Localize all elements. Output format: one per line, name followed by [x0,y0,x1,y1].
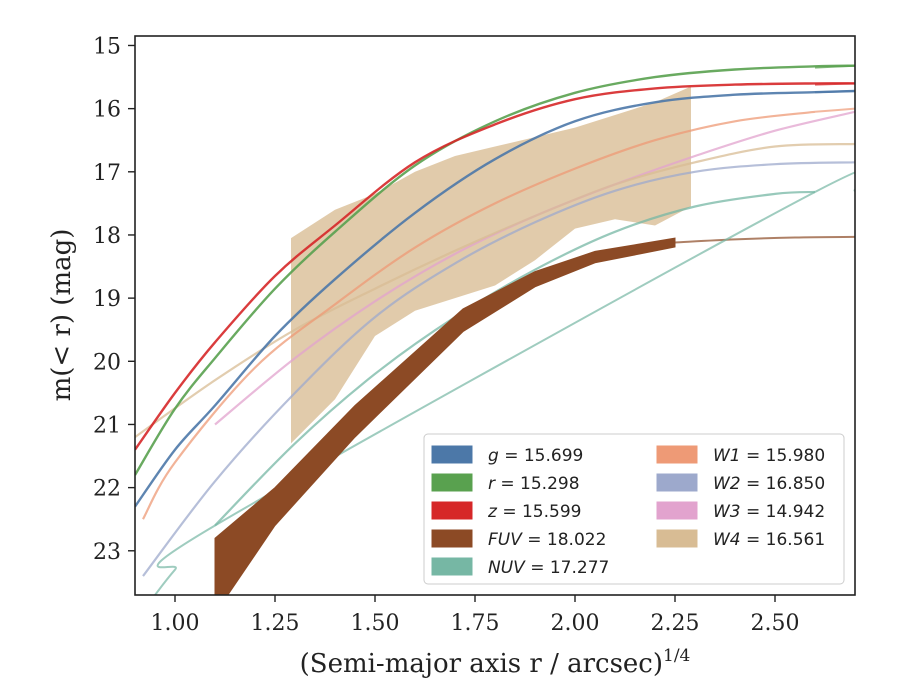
legend-swatch [431,501,473,520]
legend-label: z = 15.599 [487,502,581,522]
series-FUV-extension [674,235,855,244]
legend-label: W1 = 15.980 [713,446,825,466]
y-tick-label: 19 [93,287,121,312]
plot-frame [134,35,856,596]
legend-entry-W3: W3 = 14.942 [656,501,825,522]
legend-mag-value: = 15.699 [499,446,584,466]
legend-entry-z: z = 15.599 [431,501,581,522]
x-axis-title-exponent: 1/4 [663,646,690,666]
legend-entry-g: g = 15.699 [431,445,583,466]
y-tick-label: 16 [93,98,121,123]
x-tick-label: 2.00 [551,611,600,636]
x-tick-label: 1.00 [151,611,200,636]
x-tick-label: 1.50 [351,611,400,636]
legend-entry-r: r = 15.298 [431,473,580,494]
legend-entry-W4: W4 = 16.561 [656,529,825,550]
x-axis: 1.00 1.25 1.50 1.75 2.00 2.25 2.50 [151,595,800,636]
legend-entry-FUV: FUV = 18.022 [431,529,606,550]
legend-mag-value: = 15.298 [495,474,580,494]
legend-band-name: W3 [713,502,741,522]
legend-label: W3 = 14.942 [713,502,825,522]
x-tick-label: 1.25 [251,611,300,636]
legend-label: W2 = 16.850 [713,474,825,494]
legend-mag-value: = 15.599 [497,502,582,522]
legend-swatch [431,473,473,492]
legend-label: W4 = 16.561 [713,530,825,550]
legend-label: r = 15.298 [488,474,580,494]
legend-label: FUV = 18.022 [488,530,606,550]
legend-swatch [656,445,698,464]
legend-band-name: g [488,446,499,466]
series-NUV-line [214,190,816,527]
legend-label: NUV = 17.277 [488,558,609,578]
legend-mag-value: = 18.022 [522,530,607,550]
legend-entry-W2: W2 = 16.850 [656,473,825,494]
x-tick-label: 2.25 [651,611,700,636]
legend-band-name: FUV [488,530,523,550]
series-W4-shaded-band [291,86,691,444]
x-axis-title: (Semi-major axis r / arcsec)1/4 [300,646,691,679]
y-axis-title: m(< r) (mag) [47,229,77,402]
y-tick-label: 15 [93,34,121,59]
series-W4-line [135,142,855,438]
legend-band-name: W1 [713,446,741,466]
plot-area [135,64,855,595]
y-tick-label: 21 [93,413,121,438]
legend-band-name: W4 [713,530,741,550]
y-tick-label: 22 [93,477,121,502]
series-W1-extension [814,107,855,113]
y-tick-label: 23 [93,540,121,565]
legend-swatch [656,473,698,492]
legend-swatch [656,501,698,520]
legend-band-name: NUV [488,558,526,578]
series-z-line [135,82,855,451]
legend-mag-value: = 16.561 [741,530,826,550]
legend-swatch [431,557,473,576]
legend-swatch [431,529,473,548]
y-axis: 15 16 17 18 19 20 21 22 23 [93,34,135,565]
legend-swatch [431,445,473,464]
x-tick-label: 2.50 [751,611,800,636]
y-tick-label: 18 [93,224,121,249]
legend-band-name: z [487,502,498,522]
series-NUV-extension [154,171,855,595]
series-W1-line [142,110,816,520]
x-tick-label: 1.75 [451,611,500,636]
y-tick-label: 20 [93,350,121,375]
legend-entry-W1: W1 = 15.980 [656,445,825,466]
legend-entry-NUV: NUV = 17.277 [431,557,609,578]
legend-band-name: r [488,474,496,494]
series-FUV-band [214,237,676,595]
legend-mag-value: = 14.942 [741,502,826,522]
series-W2-line [142,161,855,577]
legend-box [423,433,845,585]
legend-mag-value: = 15.980 [741,446,826,466]
legend-band-name: W2 [713,474,741,494]
legend-mag-value: = 17.277 [525,558,610,578]
y-tick-label: 17 [93,161,121,186]
series-g-line [135,89,855,508]
legend-mag-value: = 16.850 [741,474,826,494]
legend-swatch [656,529,698,548]
legend-label: g = 15.699 [488,446,583,466]
